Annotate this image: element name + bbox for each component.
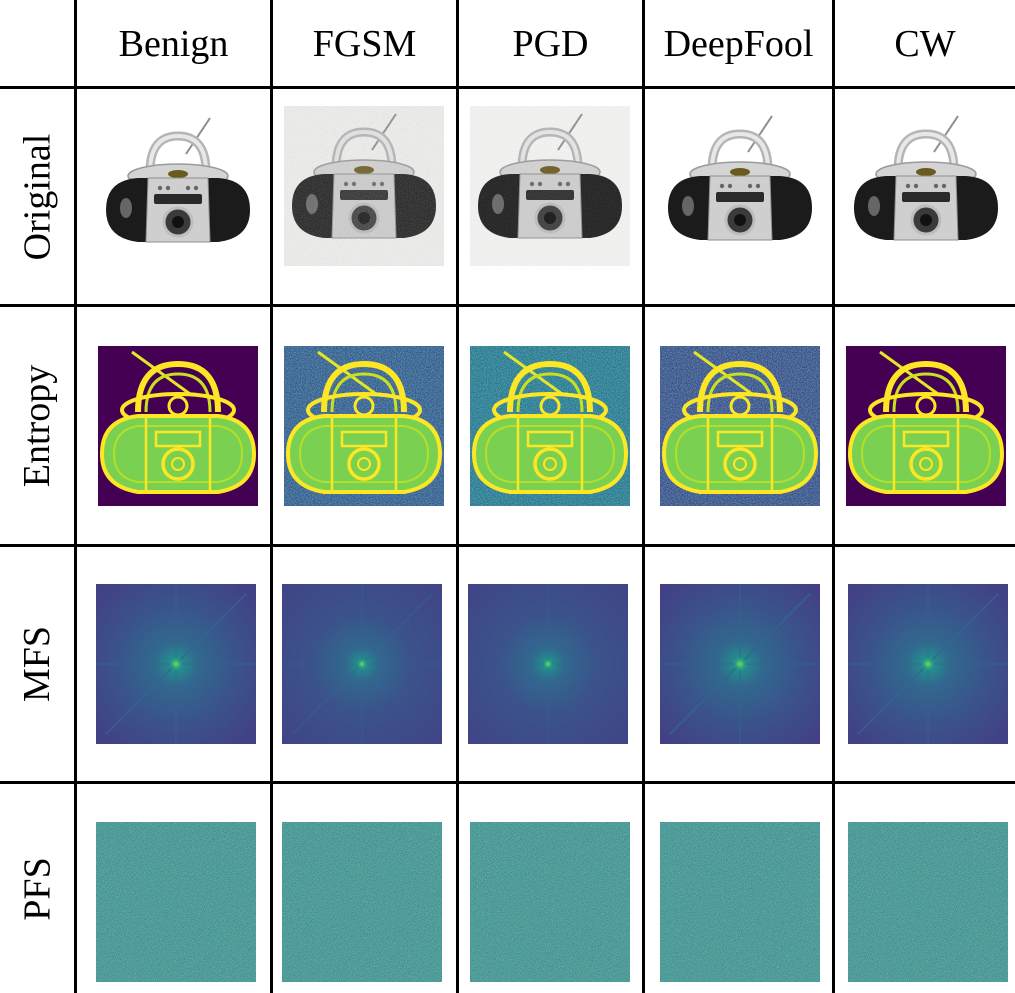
row-header-original: Original [16, 133, 59, 260]
cell-mfs-deepfool [660, 584, 820, 744]
cell-pfs-cw [848, 822, 1008, 982]
cell-pfs-fgsm [282, 822, 442, 982]
cell-mfs-benign [96, 584, 256, 744]
boombox-image-deepfool [660, 108, 820, 268]
cell-original-cw [846, 108, 1006, 268]
cell-pfs-deepfool [660, 822, 820, 982]
grid-hline-1 [0, 304, 1015, 307]
magnitude-spectrum [848, 584, 1008, 744]
magnitude-spectrum [468, 584, 628, 744]
column-header-deepfool: DeepFool [663, 23, 814, 65]
phase-spectrum [848, 822, 1008, 982]
cell-entropy-fgsm [284, 346, 444, 506]
column-header-fgsm: FGSM [312, 23, 417, 65]
row-header-mfs: MFS [16, 625, 59, 703]
cell-entropy-deepfool [660, 346, 820, 506]
entropy-map [846, 346, 1006, 506]
row-header-pfs: PFS [16, 856, 59, 921]
boombox-image-fgsm [284, 106, 444, 266]
grid-hline-3 [0, 781, 1015, 784]
entropy-map [98, 346, 258, 506]
cell-mfs-cw [848, 584, 1008, 744]
phase-spectrum [282, 822, 442, 982]
cell-mfs-fgsm [282, 584, 442, 744]
column-header-benign: Benign [118, 23, 229, 65]
cell-pfs-pgd [470, 822, 630, 982]
column-header-cw: CW [894, 23, 956, 65]
cell-mfs-pgd [468, 584, 628, 744]
grid-hline-2 [0, 544, 1015, 547]
magnitude-spectrum [282, 584, 442, 744]
boombox-image [98, 110, 258, 270]
grid-vline-0 [74, 0, 77, 993]
entropy-map [660, 346, 820, 506]
boombox-image-cw [846, 108, 1006, 268]
column-header-pgd: PGD [512, 23, 589, 65]
magnitude-spectrum [660, 584, 820, 744]
grid-hline-0 [0, 86, 1015, 89]
phase-spectrum [470, 822, 630, 982]
phase-spectrum [96, 822, 256, 982]
cell-original-deepfool [660, 108, 820, 268]
grid-vline-3 [642, 0, 645, 993]
boombox-image-pgd [470, 106, 630, 266]
row-header-entropy: Entropy [16, 364, 59, 487]
magnitude-spectrum [96, 584, 256, 744]
cell-entropy-cw [846, 346, 1006, 506]
entropy-map [470, 346, 630, 506]
grid-vline-1 [270, 0, 273, 993]
grid-vline-2 [456, 0, 459, 993]
cell-original-benign [98, 110, 258, 270]
phase-spectrum [660, 822, 820, 982]
cell-entropy-benign [98, 346, 258, 506]
cell-original-fgsm [284, 106, 444, 266]
cell-entropy-pgd [470, 346, 630, 506]
cell-pfs-benign [96, 822, 256, 982]
cell-original-pgd [470, 106, 630, 266]
entropy-map [284, 346, 444, 506]
grid-vline-4 [832, 0, 835, 993]
